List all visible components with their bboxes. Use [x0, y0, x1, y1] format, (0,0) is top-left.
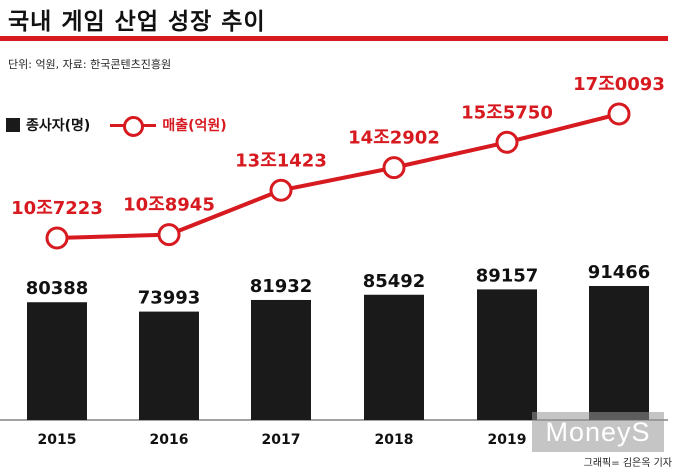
source-note: 단위: 억원, 자료: 한국콘텐츠진흥원 [8, 58, 172, 71]
bar-value-label: 73993 [138, 288, 201, 309]
revenue-value-label: 10조8945 [123, 195, 215, 216]
x-tick-label: 2018 [375, 432, 414, 448]
chart-title: 국내 게임 산업 성장 추이 [8, 9, 266, 35]
revenue-point [45, 226, 69, 250]
legend-revenue-label: 매출(억원) [162, 118, 227, 134]
revenue-point [607, 102, 631, 126]
x-tick-label: 2016 [150, 432, 189, 448]
revenue-point [382, 156, 406, 180]
x-tick-label: 2019 [488, 432, 527, 448]
bar-2017 [251, 299, 311, 420]
bar-2018 [364, 294, 424, 420]
x-tick-label: 2015 [38, 432, 77, 448]
revenue-point [495, 130, 519, 154]
bar-2019 [477, 289, 537, 420]
legend-line-swatch [110, 116, 157, 137]
bar-value-label: 80388 [26, 278, 89, 299]
revenue-value-label: 17조0093 [573, 74, 665, 95]
bar-value-label: 91466 [588, 262, 651, 283]
revenue-value-label: 10조7223 [11, 198, 103, 219]
bar-value-label: 85492 [363, 271, 426, 292]
bar-value-label: 81932 [250, 276, 313, 297]
title-rule [0, 36, 668, 41]
bar-2016 [139, 311, 199, 420]
revenue-point [269, 178, 293, 202]
revenue-value-label: 15조5750 [461, 102, 553, 123]
credit: 그래픽= 김은옥 기자 [583, 458, 672, 469]
bar-2020 [589, 286, 649, 420]
bar-2015 [27, 302, 87, 420]
revenue-point [157, 223, 181, 247]
legend: 종사자(명) 매출(억원) [6, 115, 227, 137]
revenue-value-label: 13조1423 [235, 150, 327, 171]
revenue-value-label: 14조2902 [348, 128, 440, 149]
revenue-line [56, 112, 620, 240]
bar-value-label: 89157 [476, 265, 539, 286]
legend-bar-swatch [6, 118, 20, 132]
watermark-logo: MoneyS [532, 412, 664, 452]
x-tick-label: 2017 [262, 432, 301, 448]
legend-employees-label: 종사자(명) [26, 118, 91, 134]
